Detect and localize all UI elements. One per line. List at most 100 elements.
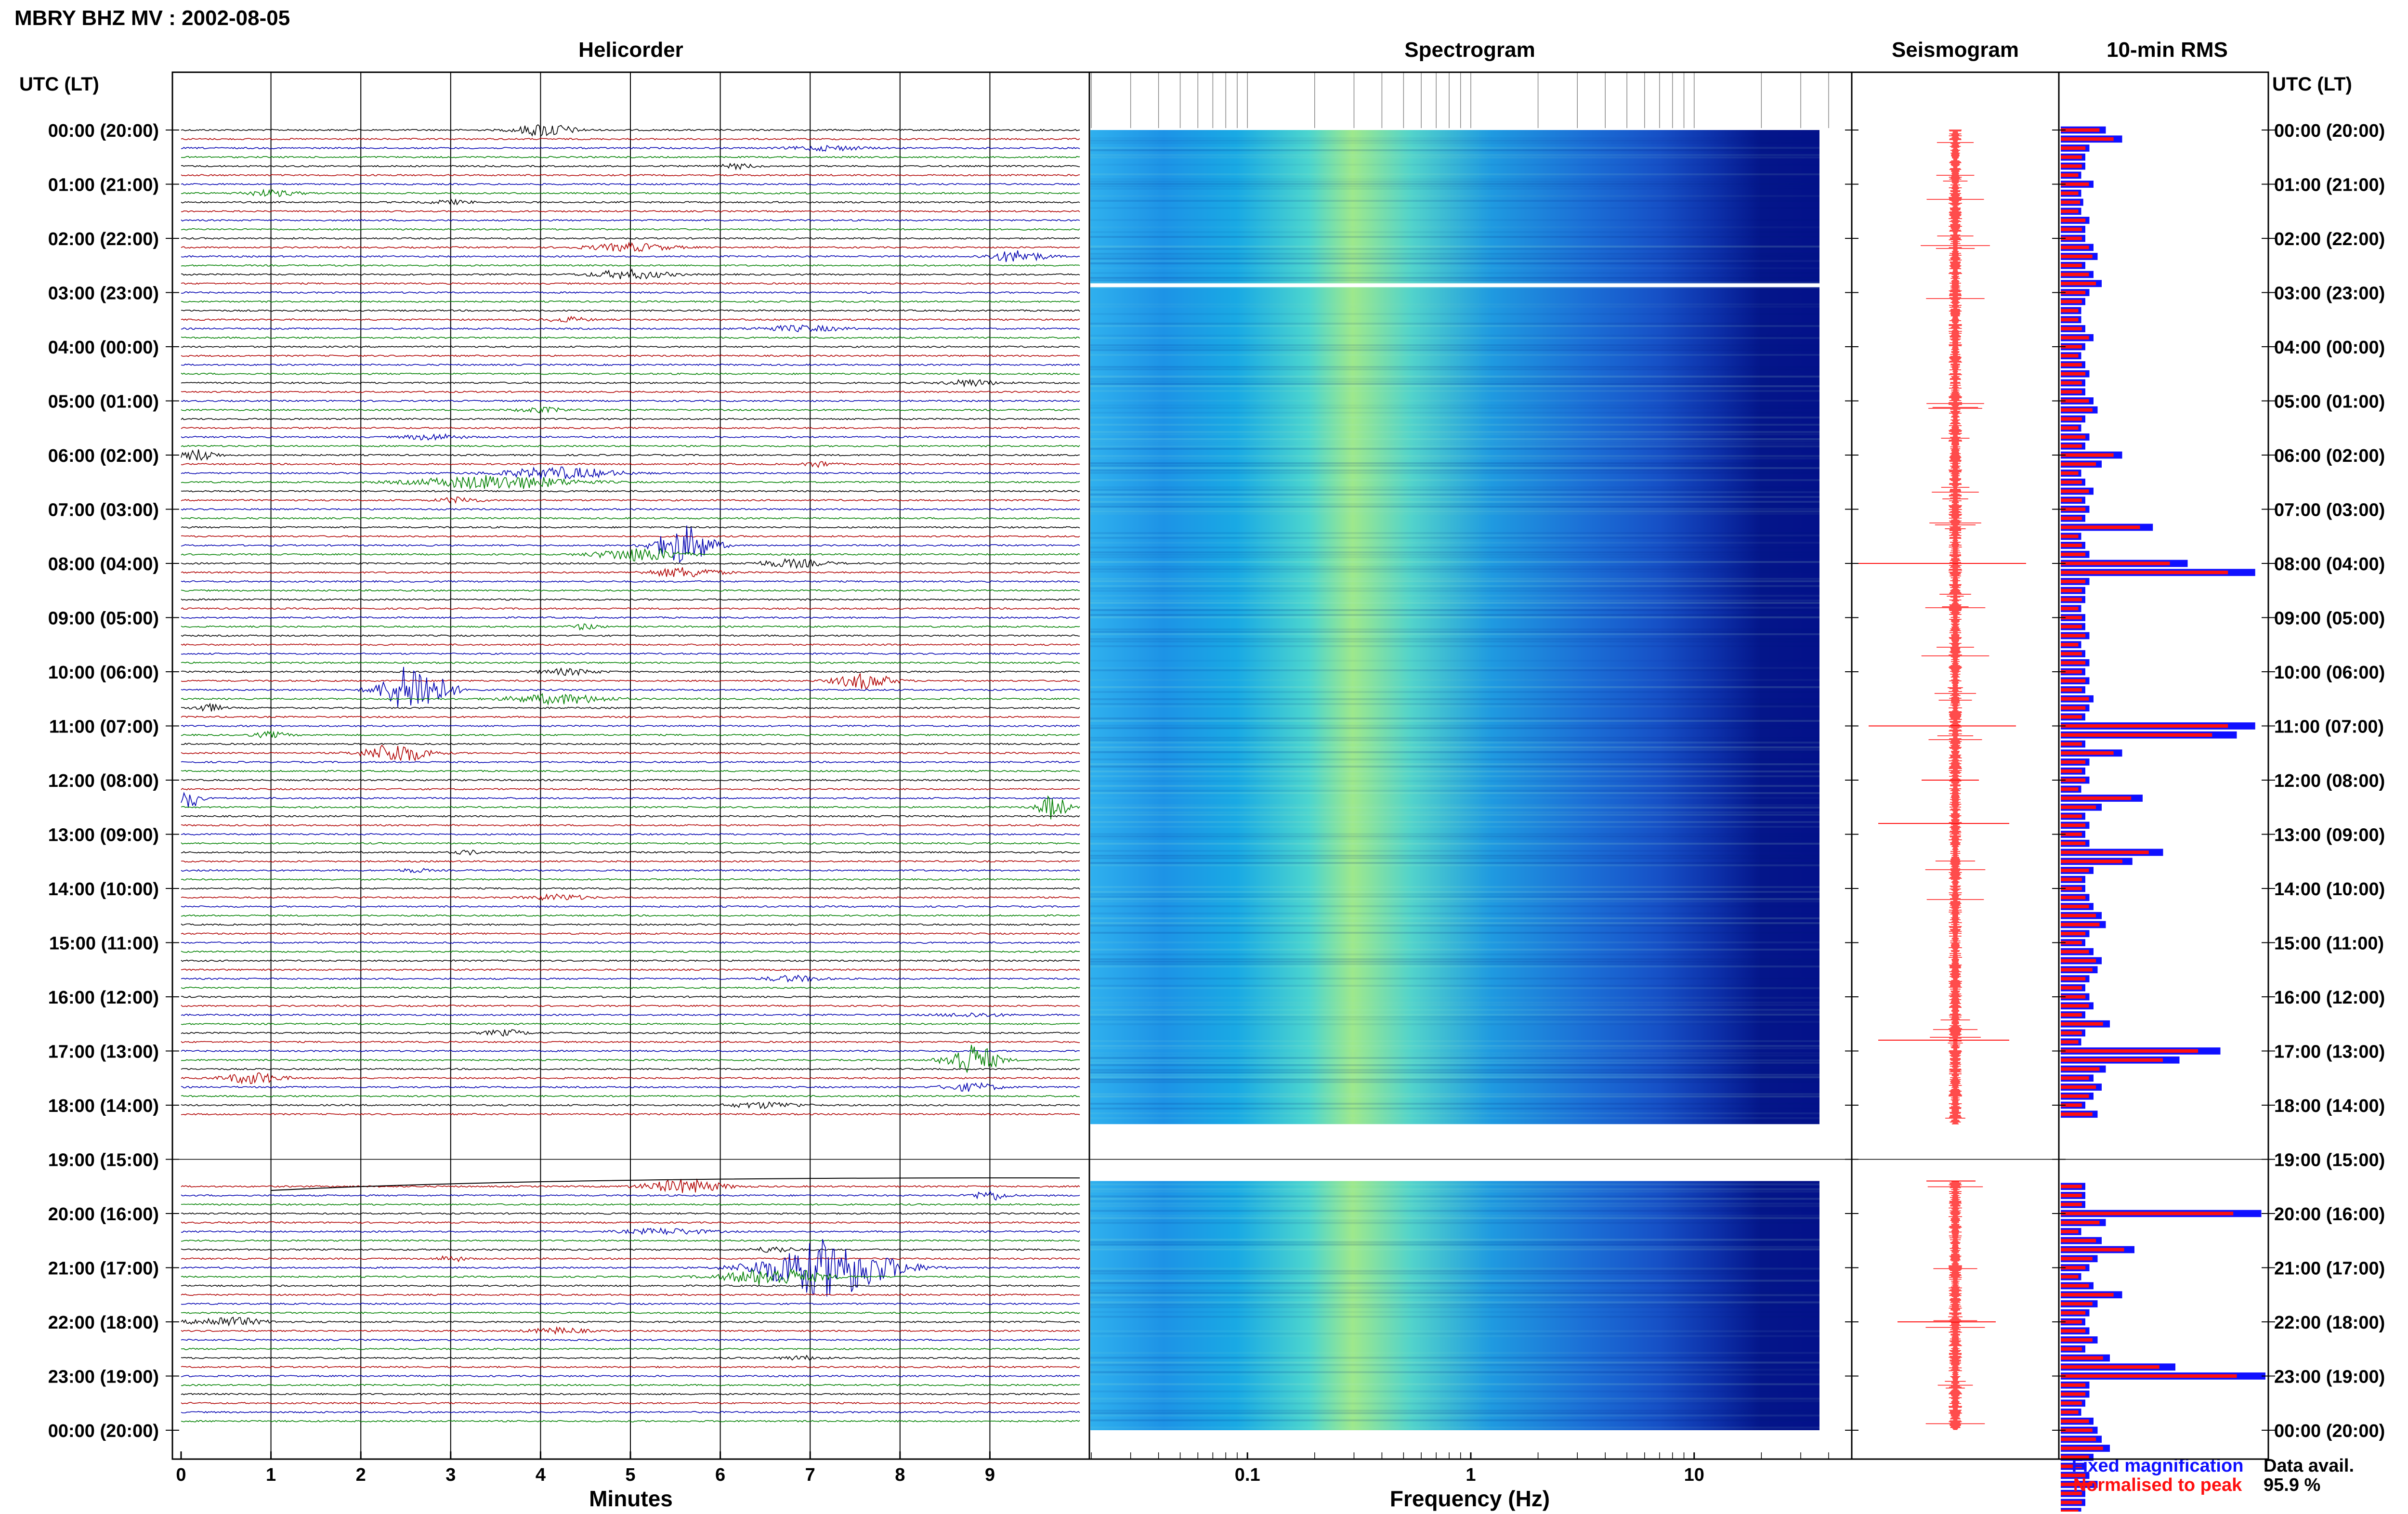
time-axis-header-right: UTC (LT): [2272, 74, 2352, 95]
time-label-right: 03:00 (23:00): [2274, 284, 2385, 304]
rms-bar-normalised: [2061, 904, 2089, 909]
spectrogram-row: [1090, 691, 1819, 693]
helicorder-trace: [181, 567, 1080, 577]
time-label-right: 18:00 (14:00): [2274, 1096, 2385, 1116]
rms-bar-normalised: [2061, 399, 2089, 403]
rms-bar-normalised: [2061, 643, 2079, 647]
rms-bar-normalised: [2061, 860, 2122, 863]
rms-bar-normalised: [2061, 1501, 2082, 1504]
figure-title: MBRY BHZ MV : 2002-08-05: [14, 6, 290, 30]
rms-bar-normalised: [2061, 1464, 2082, 1468]
rms-bar-normalised: [2061, 426, 2079, 430]
rms-bar-normalised: [2061, 146, 2086, 150]
spectrogram-row: [1090, 486, 1819, 488]
helicorder-trace: [181, 968, 1080, 971]
spectrogram-row: [1090, 807, 1819, 809]
spectrogram-row: [1090, 287, 1819, 288]
spectrogram-row: [1090, 1190, 1819, 1193]
rms-bar-normalised: [2061, 137, 2114, 141]
rms-bar-normalised: [2061, 1302, 2093, 1306]
spectrogram-row: [1090, 455, 1819, 457]
spectrogram-row: [1090, 219, 1819, 221]
spectrogram-row: [1090, 157, 1819, 158]
spectrogram-row: [1090, 465, 1819, 467]
spectrogram-row: [1090, 758, 1819, 760]
rms-bar-normalised: [2061, 760, 2086, 764]
spectrogram-row: [1090, 561, 1819, 563]
spectrogram-row: [1090, 814, 1819, 816]
time-label-left: 00:00 (20:00): [48, 121, 159, 141]
helicorder-trace: [181, 1068, 1080, 1070]
time-label-right: 06:00 (02:00): [2274, 446, 2385, 466]
spectrogram-row: [1090, 1352, 1819, 1354]
spectrogram-row: [1090, 749, 1819, 751]
spectrogram-row: [1090, 855, 1819, 857]
minute-tick-label: 8: [895, 1465, 905, 1485]
seismogram-trace-day: [1921, 130, 1990, 1124]
helicorder-trace: [181, 490, 1080, 493]
rms-bar-normalised: [2061, 778, 2086, 782]
helicorder-trace: [181, 923, 1080, 926]
rms-bar-normalised: [2061, 1374, 2237, 1378]
helicorder-trace: [181, 558, 1080, 569]
spectrogram-row: [1090, 200, 1819, 202]
rms-bar-normalised: [2061, 273, 2089, 276]
spectrogram-row: [1090, 587, 1819, 589]
helicorder-trace: [181, 1255, 1080, 1263]
spectrogram-row: [1090, 282, 1819, 284]
time-label-left: 08:00 (04:00): [48, 554, 159, 574]
rms-bar-normalised: [2061, 535, 2079, 538]
rms-bar-normalised: [2061, 507, 2086, 511]
spectrogram-gap-line: [1090, 283, 1819, 287]
helicorder-trace: [181, 580, 1080, 583]
spectrogram-row: [1090, 378, 1819, 380]
spectrogram-row: [1090, 1390, 1819, 1393]
time-label-right: 12:00 (08:00): [2274, 771, 2385, 791]
spectrogram-row: [1090, 489, 1819, 491]
helicorder-trace: [181, 475, 1080, 490]
spectrogram-row: [1090, 1357, 1819, 1359]
spectrogram-row: [1090, 886, 1819, 888]
rms-bar-normalised: [2061, 1085, 2096, 1089]
rms-bar-normalised: [2061, 1320, 2082, 1324]
spectrogram-row: [1090, 838, 1819, 840]
rms-bar-normalised: [2061, 950, 2089, 953]
rms-bar-normalised: [2061, 390, 2082, 394]
spectrogram-row: [1090, 1079, 1819, 1081]
rms-bar-normalised: [2061, 868, 2089, 873]
time-label-right: 11:00 (07:00): [2274, 717, 2384, 737]
time-label-left: 17:00 (13:00): [48, 1042, 159, 1062]
rms-bar-normalised: [2061, 480, 2082, 484]
spectrogram-row: [1090, 720, 1819, 722]
rms-bar-normalised: [2061, 1482, 2093, 1487]
helicorder-trace: [181, 950, 1080, 953]
helicorder-trace: [181, 1302, 1080, 1305]
time-label-left: 16:00 (12:00): [48, 988, 159, 1008]
helicorder-trace: [181, 673, 1080, 690]
seismogram-title: Seismogram: [1892, 38, 2019, 62]
helicorder-trace: [181, 1005, 1080, 1007]
time-label-left: 06:00 (02:00): [48, 446, 159, 466]
helicorder-trace: [181, 667, 1080, 677]
time-label-left: 15:00 (11:00): [49, 934, 159, 954]
spectrogram-row: [1090, 1112, 1819, 1114]
spectrogram-row: [1090, 417, 1819, 418]
time-label-left: 01:00 (21:00): [48, 175, 159, 196]
data-availability-value: 95.9 %: [2264, 1475, 2320, 1495]
spectrogram-row: [1090, 1397, 1819, 1400]
rms-bar-normalised: [2061, 1284, 2089, 1288]
rms-bar-normalised: [2061, 1212, 2234, 1215]
rms-bar-normalised: [2061, 435, 2086, 439]
spectrogram-row: [1090, 1047, 1819, 1049]
rms-bar-normalised: [2061, 318, 2079, 322]
helicorder-trace: [181, 444, 1080, 447]
rms-bar-normalised: [2061, 914, 2096, 917]
helicorder-trace: [181, 743, 1080, 745]
helicorder-trace: [181, 1267, 1080, 1285]
spectrogram-row: [1090, 811, 1819, 813]
rms-bar-normalised: [2061, 1239, 2096, 1242]
rms-bar-normalised: [2061, 182, 2089, 186]
spectrogram-row: [1090, 349, 1819, 351]
panel-frames: [171, 71, 2269, 1460]
rms-bar-normalised: [2061, 923, 2100, 927]
